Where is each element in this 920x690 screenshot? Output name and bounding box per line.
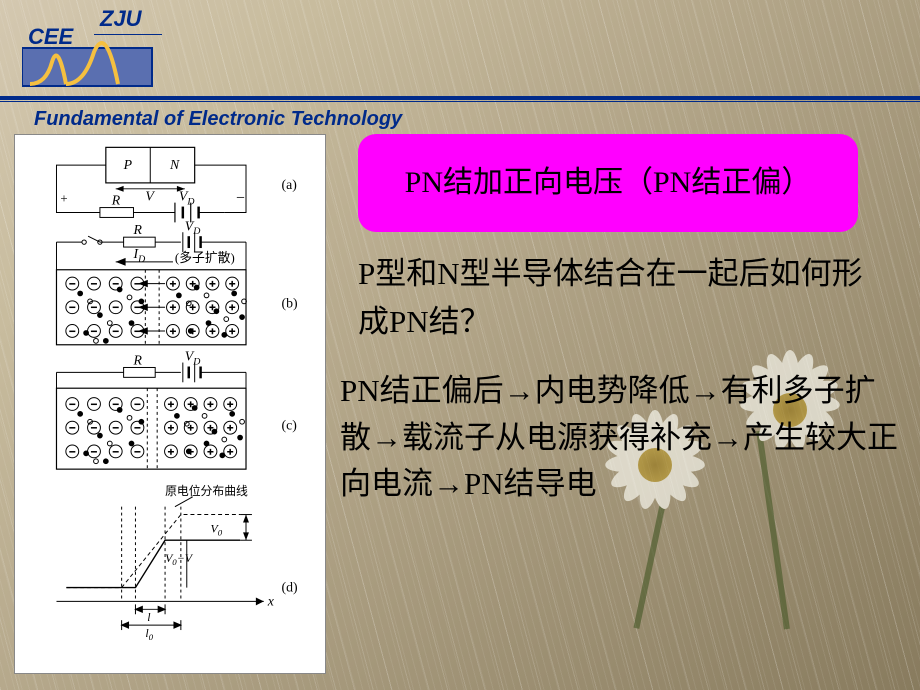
- svg-text:−: −: [113, 423, 119, 435]
- slide-header: CEE ZJU Fundamental of Electronic Techno…: [0, 0, 920, 84]
- svg-text:l0: l0: [145, 626, 153, 642]
- svg-text:−: −: [113, 326, 119, 338]
- svg-text:+: +: [209, 326, 215, 338]
- svg-text:+: +: [207, 399, 213, 411]
- svg-text:+: +: [207, 446, 213, 458]
- svg-text:l: l: [147, 610, 151, 624]
- svg-text:(a): (a): [282, 177, 297, 193]
- logo-wave-icon: [22, 34, 162, 90]
- svg-text:VD: VD: [185, 218, 201, 237]
- svg-text:+: +: [60, 192, 67, 206]
- svg-text:−: −: [91, 446, 97, 458]
- svg-text:N: N: [169, 157, 180, 172]
- svg-text:−: −: [134, 326, 140, 338]
- svg-text:+: +: [227, 399, 233, 411]
- callout-text: PN结加正向电压（PN结正偏）: [405, 162, 812, 204]
- svg-text:−: −: [113, 446, 119, 458]
- svg-text:−: −: [69, 423, 75, 435]
- svg-text:−: −: [69, 399, 75, 411]
- svg-text:+: +: [170, 326, 176, 338]
- svg-text:−: −: [134, 423, 140, 435]
- svg-text:−: −: [236, 190, 245, 207]
- svg-text:−: −: [134, 302, 140, 314]
- panel-b: R VD ID (多子扩散) −−−−−−−−−−−− ++++++++++++…: [56, 218, 297, 345]
- svg-text:V: V: [145, 189, 155, 204]
- svg-text:−: −: [134, 399, 140, 411]
- svg-text:x: x: [267, 593, 275, 608]
- svg-text:(d): (d): [282, 580, 298, 596]
- header-subtitle: Fundamental of Electronic Technology: [34, 108, 402, 131]
- svg-text:VD: VD: [179, 189, 195, 208]
- svg-text:−: −: [91, 302, 97, 314]
- svg-text:+: +: [227, 446, 233, 458]
- svg-text:+: +: [229, 279, 235, 291]
- svg-text:−: −: [91, 326, 97, 338]
- callout-bubble: PN结加正向电压（PN结正偏）: [358, 134, 858, 232]
- panel-c: R VD −−−−−−−−−−−− ++++++++++++ (c): [56, 349, 296, 470]
- svg-text:+: +: [227, 423, 233, 435]
- svg-text:(c): (c): [282, 418, 297, 434]
- pn-junction-diagram: P N + − V R VD (a) R: [14, 134, 326, 674]
- svg-text:+: +: [170, 279, 176, 291]
- svg-text:R: R: [132, 222, 142, 237]
- svg-text:(多子扩散): (多子扩散): [175, 251, 235, 265]
- question-text: P型和N型半导体结合在一起后如何形成PN结？: [358, 250, 878, 346]
- svg-text:(b): (b): [282, 295, 298, 311]
- svg-text:−: −: [134, 446, 140, 458]
- svg-text:V0−V: V0−V: [165, 551, 194, 567]
- logo-zju-text: ZJU: [100, 6, 142, 32]
- svg-text:P: P: [123, 157, 133, 172]
- svg-text:+: +: [229, 302, 235, 314]
- svg-text:+: +: [229, 326, 235, 338]
- panel-d: x 原电位分布曲线 V0 V0−V l: [56, 484, 297, 642]
- body-text: PN结正偏后→内电势降低→有利多子扩散→载流子从电源获得补充→产生较大正向电流→…: [340, 368, 900, 508]
- svg-text:VD: VD: [185, 349, 201, 368]
- panel-a: P N + − V R VD (a): [56, 147, 296, 222]
- svg-text:−: −: [91, 423, 97, 435]
- svg-text:+: +: [168, 399, 174, 411]
- svg-text:−: −: [91, 399, 97, 411]
- svg-text:−: −: [91, 279, 97, 291]
- svg-text:−: −: [69, 279, 75, 291]
- svg-text:+: +: [209, 279, 215, 291]
- svg-text:V0: V0: [210, 521, 222, 537]
- svg-text:+: +: [168, 423, 174, 435]
- svg-text:R: R: [111, 193, 121, 208]
- svg-text:+: +: [168, 446, 174, 458]
- svg-text:−: −: [134, 279, 140, 291]
- header-rule: [0, 96, 920, 100]
- svg-text:R: R: [132, 353, 142, 368]
- svg-text:原电位分布曲线: 原电位分布曲线: [165, 484, 248, 498]
- svg-text:−: −: [69, 326, 75, 338]
- svg-text:−: −: [69, 446, 75, 458]
- logo-block: CEE ZJU: [0, 6, 920, 84]
- svg-text:−: −: [69, 302, 75, 314]
- svg-text:−: −: [113, 302, 119, 314]
- svg-text:+: +: [170, 302, 176, 314]
